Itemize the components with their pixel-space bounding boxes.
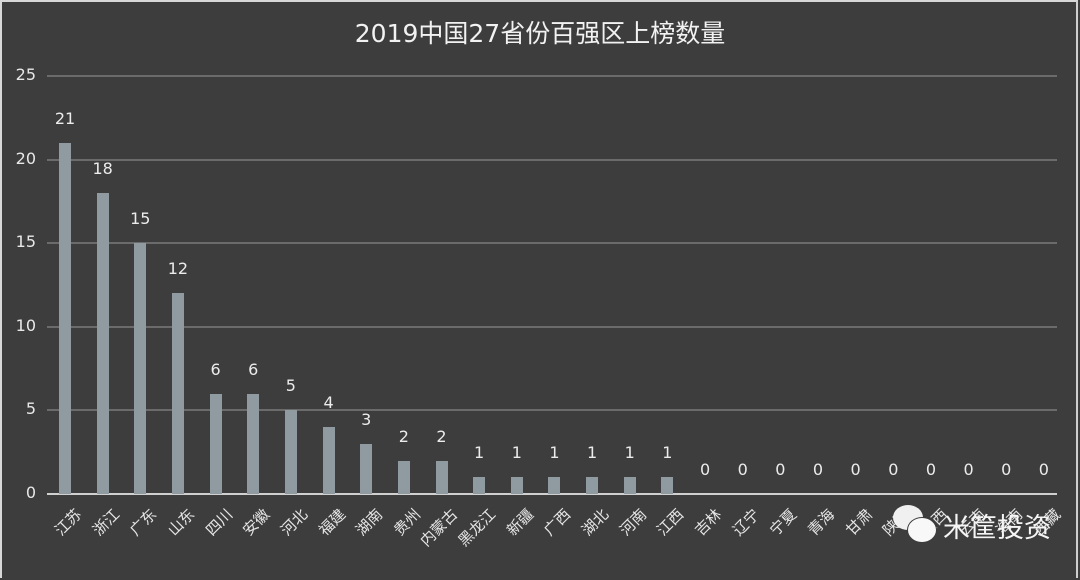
- data-label: 18: [92, 159, 113, 179]
- data-label: 0: [850, 460, 861, 479]
- bar: [586, 477, 599, 494]
- watermark-text: 米筐投资: [943, 512, 1051, 544]
- data-label: 0: [737, 460, 748, 479]
- bar: [171, 293, 184, 494]
- y-tick-label: 10: [15, 315, 36, 335]
- data-label: 1: [587, 443, 598, 463]
- bar: [322, 427, 335, 494]
- data-label: 0: [888, 460, 899, 479]
- data-label: 21: [54, 108, 76, 128]
- bar: [134, 243, 147, 494]
- bar: [247, 393, 260, 494]
- chart-title: 2019中国27省份百强区上榜数量: [354, 19, 726, 48]
- gridline: [47, 75, 1057, 77]
- bar: [96, 193, 109, 494]
- data-label: 1: [624, 443, 635, 463]
- bar: [548, 477, 561, 494]
- gridline: [47, 158, 1057, 161]
- bar: [623, 477, 636, 494]
- y-tick-label: 15: [15, 232, 36, 252]
- data-label: 5: [285, 376, 296, 396]
- bar: [284, 410, 297, 494]
- data-label: 2: [398, 426, 409, 446]
- data-label: 0: [925, 460, 937, 479]
- data-label: 0: [775, 460, 786, 479]
- data-label: 2: [436, 426, 447, 446]
- data-label: 1: [549, 443, 560, 463]
- y-tick-label: 25: [15, 65, 36, 84]
- bar: [59, 142, 71, 494]
- data-label: 0: [963, 460, 974, 479]
- data-label: 1: [474, 443, 485, 463]
- x-axis-line: [47, 493, 1057, 495]
- data-label: 3: [361, 409, 372, 429]
- data-label: 15: [130, 209, 151, 229]
- watermark: 米筐投资: [893, 505, 1051, 545]
- data-label: 12: [167, 259, 189, 279]
- wechat-icon: [893, 505, 937, 545]
- plot-area: 0 5 10 15 20 25 21 江苏 18 浙江 15 广东 12 山东 6 四川 6 安徽 5 河北 4 福建 3 湖…: [16, 65, 1064, 550]
- data-label: 0: [1038, 460, 1049, 479]
- bar: [661, 477, 674, 494]
- bar: [360, 443, 373, 494]
- bar: [473, 477, 486, 494]
- data-label: 0: [1001, 460, 1012, 479]
- y-tick-label: 20: [15, 148, 36, 168]
- bar: [435, 460, 448, 494]
- data-label: 6: [248, 359, 259, 379]
- data-label: 0: [699, 460, 711, 479]
- data-label: 0: [812, 460, 824, 479]
- data-label: 4: [323, 393, 334, 413]
- y-tick-label: 0: [25, 483, 36, 502]
- bar: [510, 477, 523, 494]
- bar: [397, 460, 410, 494]
- data-label: 6: [210, 359, 221, 379]
- data-label: 1: [662, 443, 673, 463]
- data-label: 1: [511, 443, 522, 463]
- gridline: [47, 409, 1057, 412]
- bar: [209, 393, 222, 494]
- gridline: [47, 325, 1057, 328]
- gridline: [47, 242, 1057, 245]
- y-tick-label: 5: [25, 399, 36, 419]
